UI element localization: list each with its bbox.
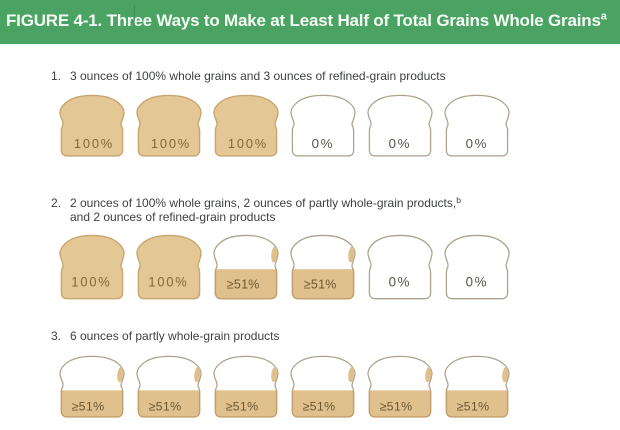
- svg-text:≥51%: ≥51%: [149, 399, 182, 413]
- svg-text:100%: 100%: [148, 274, 188, 289]
- svg-text:≥51%: ≥51%: [227, 277, 260, 291]
- svg-text:≥51%: ≥51%: [72, 399, 105, 413]
- svg-text:≥51%: ≥51%: [304, 277, 337, 291]
- svg-text:100%: 100%: [228, 136, 268, 151]
- svg-text:≥51%: ≥51%: [303, 399, 336, 413]
- svg-text:100%: 100%: [71, 274, 111, 289]
- svg-text:≥51%: ≥51%: [457, 399, 490, 413]
- svg-text:≥51%: ≥51%: [380, 399, 413, 413]
- svg-text:0%: 0%: [389, 274, 411, 289]
- svg-text:0%: 0%: [466, 136, 488, 151]
- svg-text:0%: 0%: [389, 136, 411, 151]
- svg-text:100%: 100%: [151, 136, 191, 151]
- svg-text:100%: 100%: [74, 136, 114, 151]
- svg-text:≥51%: ≥51%: [226, 399, 259, 413]
- svg-text:0%: 0%: [466, 274, 488, 289]
- svg-text:0%: 0%: [312, 136, 334, 151]
